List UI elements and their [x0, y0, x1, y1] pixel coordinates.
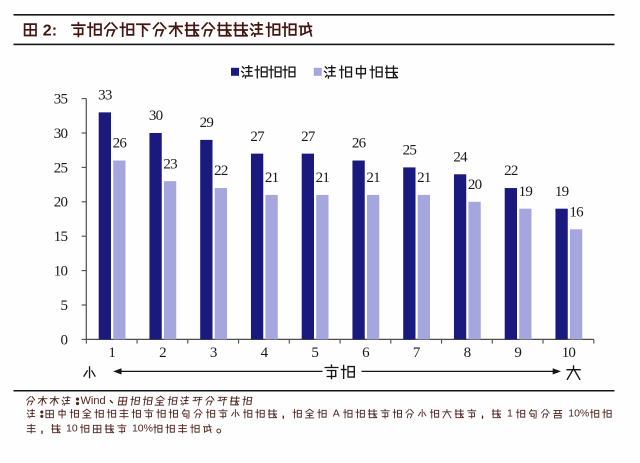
svg-text:Wind: Wind	[81, 395, 106, 407]
svg-text:27: 27	[301, 129, 316, 145]
svg-text:10: 10	[66, 423, 78, 435]
svg-text:30: 30	[54, 126, 68, 142]
svg-text:A: A	[333, 408, 340, 420]
svg-text:10%: 10%	[132, 423, 153, 435]
svg-text:7: 7	[413, 345, 421, 361]
svg-text:5: 5	[311, 345, 318, 361]
svg-text:21: 21	[366, 170, 380, 186]
svg-text:16: 16	[569, 205, 584, 221]
svg-text:6: 6	[362, 345, 370, 361]
svg-text:21: 21	[417, 170, 431, 186]
svg-text:10: 10	[562, 345, 576, 361]
svg-text:24: 24	[453, 149, 468, 165]
svg-text:33: 33	[98, 88, 112, 104]
svg-text:2: 2	[159, 345, 166, 361]
svg-text:19: 19	[519, 184, 533, 200]
svg-text:20: 20	[468, 177, 482, 193]
svg-text:25: 25	[403, 143, 417, 159]
svg-text:35: 35	[54, 92, 68, 108]
svg-text:4: 4	[261, 345, 269, 361]
svg-text:20: 20	[54, 195, 68, 211]
svg-text:3: 3	[210, 345, 217, 361]
svg-text:22: 22	[214, 163, 228, 179]
svg-text:27: 27	[250, 129, 265, 145]
svg-text:10%: 10%	[568, 408, 589, 420]
svg-text:30: 30	[149, 108, 163, 124]
svg-text:22: 22	[504, 163, 518, 179]
svg-text:21: 21	[316, 170, 330, 186]
svg-text:9: 9	[514, 345, 521, 361]
svg-text:0: 0	[60, 332, 67, 348]
svg-text:5: 5	[60, 298, 67, 314]
svg-text:19: 19	[555, 184, 569, 200]
svg-text:29: 29	[200, 115, 214, 131]
svg-text:26: 26	[352, 136, 367, 152]
svg-text:25: 25	[54, 160, 68, 176]
svg-text:15: 15	[54, 229, 68, 245]
svg-text:8: 8	[464, 345, 471, 361]
svg-text:21: 21	[265, 170, 279, 186]
svg-text:2:: 2:	[43, 23, 57, 40]
svg-text:26: 26	[113, 136, 128, 152]
svg-text:23: 23	[163, 156, 177, 172]
svg-text:1: 1	[108, 345, 115, 361]
svg-text:1: 1	[507, 408, 513, 420]
svg-text:10: 10	[54, 264, 68, 280]
